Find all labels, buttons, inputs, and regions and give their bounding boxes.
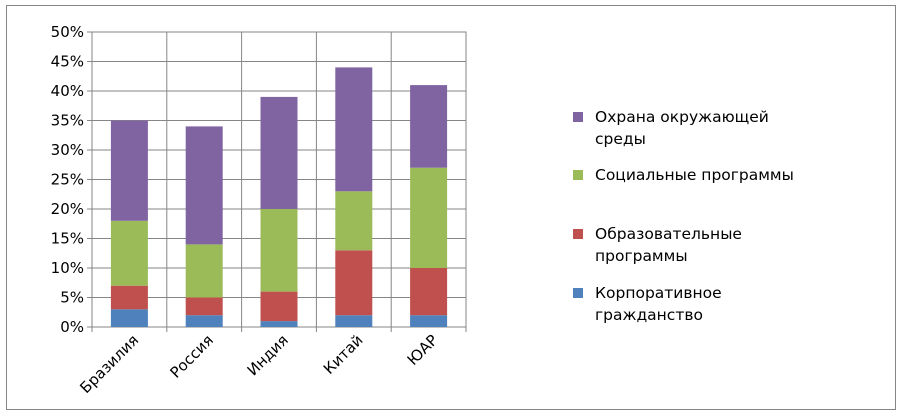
legend-label: Образовательные (595, 225, 742, 243)
legend-label: Социальные программы (595, 166, 794, 184)
bar-segment (110, 220, 148, 286)
y-tick-label: 35% (51, 112, 84, 130)
y-tick-label: 40% (51, 82, 84, 100)
legend-label: среды (595, 130, 646, 148)
y-tick-label: 10% (51, 259, 84, 277)
bar-segment (110, 285, 148, 310)
y-tick-label: 0% (60, 318, 84, 336)
bar-segment (185, 244, 223, 298)
bar-segment (185, 315, 223, 327)
bar-segment (410, 315, 448, 327)
bar-segment (335, 191, 373, 251)
legend-label: Охрана окружающей (595, 108, 769, 126)
bar-segment (335, 67, 373, 192)
y-tick-label: 20% (51, 200, 84, 218)
bar-segment (185, 297, 223, 316)
legend-swatch (573, 288, 583, 298)
bar-segment (185, 126, 223, 245)
legend-swatch (573, 170, 583, 180)
bar-segment (260, 291, 298, 322)
bar-segment (110, 120, 148, 221)
legend-label: Корпоративное (595, 284, 722, 302)
y-tick-label: 45% (51, 53, 84, 71)
y-tick-label: 15% (51, 230, 84, 248)
legend-label: гражданство (595, 306, 703, 324)
y-tick-label: 30% (51, 141, 84, 159)
y-tick-label: 50% (51, 23, 84, 41)
y-tick-label: 5% (60, 289, 84, 307)
legend-label: программы (595, 247, 688, 265)
legend-swatch (573, 112, 583, 122)
chart-border (6, 5, 896, 410)
bar-segment (110, 309, 148, 327)
y-tick-label: 25% (51, 171, 84, 189)
bar-segment (410, 268, 448, 316)
bar-segment (335, 315, 373, 327)
bar-segment (260, 96, 298, 209)
bar-segment (410, 167, 448, 268)
bar-segment (410, 85, 448, 168)
bar-segment (335, 250, 373, 316)
bar-segment (260, 209, 298, 292)
legend-swatch (573, 229, 583, 239)
bar-segment (260, 321, 298, 327)
